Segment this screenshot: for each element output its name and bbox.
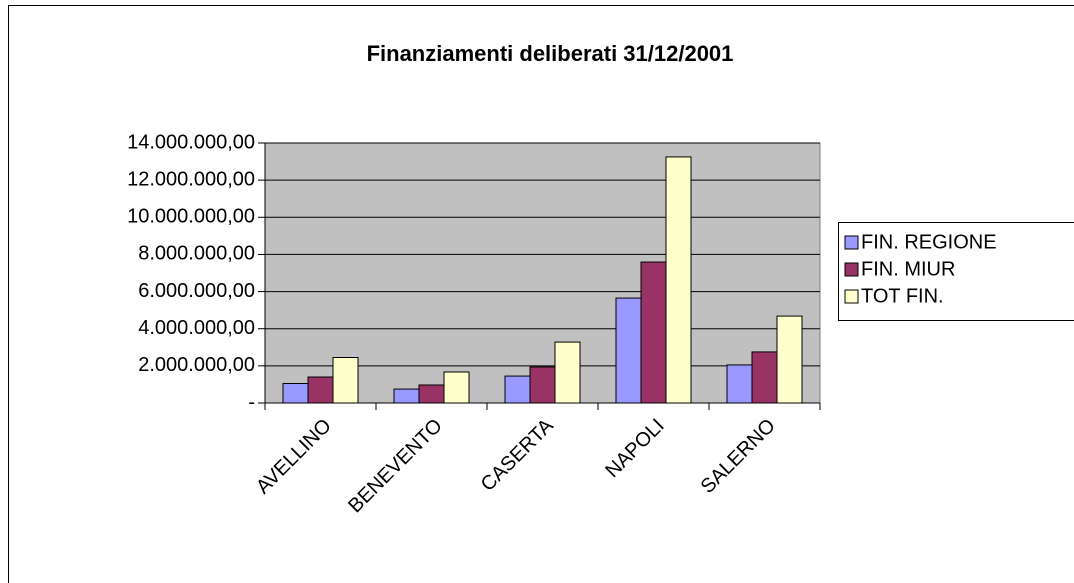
bar xyxy=(665,156,692,404)
legend-label: TOT FIN. xyxy=(861,285,944,307)
bar xyxy=(393,388,420,404)
bar xyxy=(332,357,359,404)
y-tick-label: 6.000.000,00 xyxy=(138,280,255,302)
y-tick-label: 12.000.000,00 xyxy=(127,168,255,190)
legend-swatch xyxy=(844,289,859,304)
bar xyxy=(615,297,642,404)
bar xyxy=(418,384,445,404)
bar xyxy=(726,364,753,404)
y-tick-label: 14.000.000,00 xyxy=(127,131,255,153)
bar xyxy=(640,261,667,404)
y-tick-label: 10.000.000,00 xyxy=(127,206,255,228)
bar xyxy=(554,341,581,404)
bar xyxy=(504,375,531,404)
bar xyxy=(307,376,334,404)
legend-label: FIN. MIUR xyxy=(861,258,955,280)
legend-swatch xyxy=(844,262,859,277)
bar xyxy=(751,351,778,404)
bar xyxy=(282,383,309,404)
y-tick-label: 8.000.000,00 xyxy=(138,243,255,265)
y-tick-label: 4.000.000,00 xyxy=(138,317,255,339)
y-tick-label: - xyxy=(248,391,255,413)
legend-label: FIN. REGIONE xyxy=(861,231,997,253)
bar xyxy=(776,315,803,404)
legend xyxy=(838,222,1074,321)
bar xyxy=(443,371,470,404)
bar xyxy=(529,366,556,404)
y-tick-label: 2.000.000,00 xyxy=(138,354,255,376)
legend-swatch xyxy=(844,235,859,250)
chart-title: Finanziamenti deliberati 31/12/2001 xyxy=(367,41,734,66)
